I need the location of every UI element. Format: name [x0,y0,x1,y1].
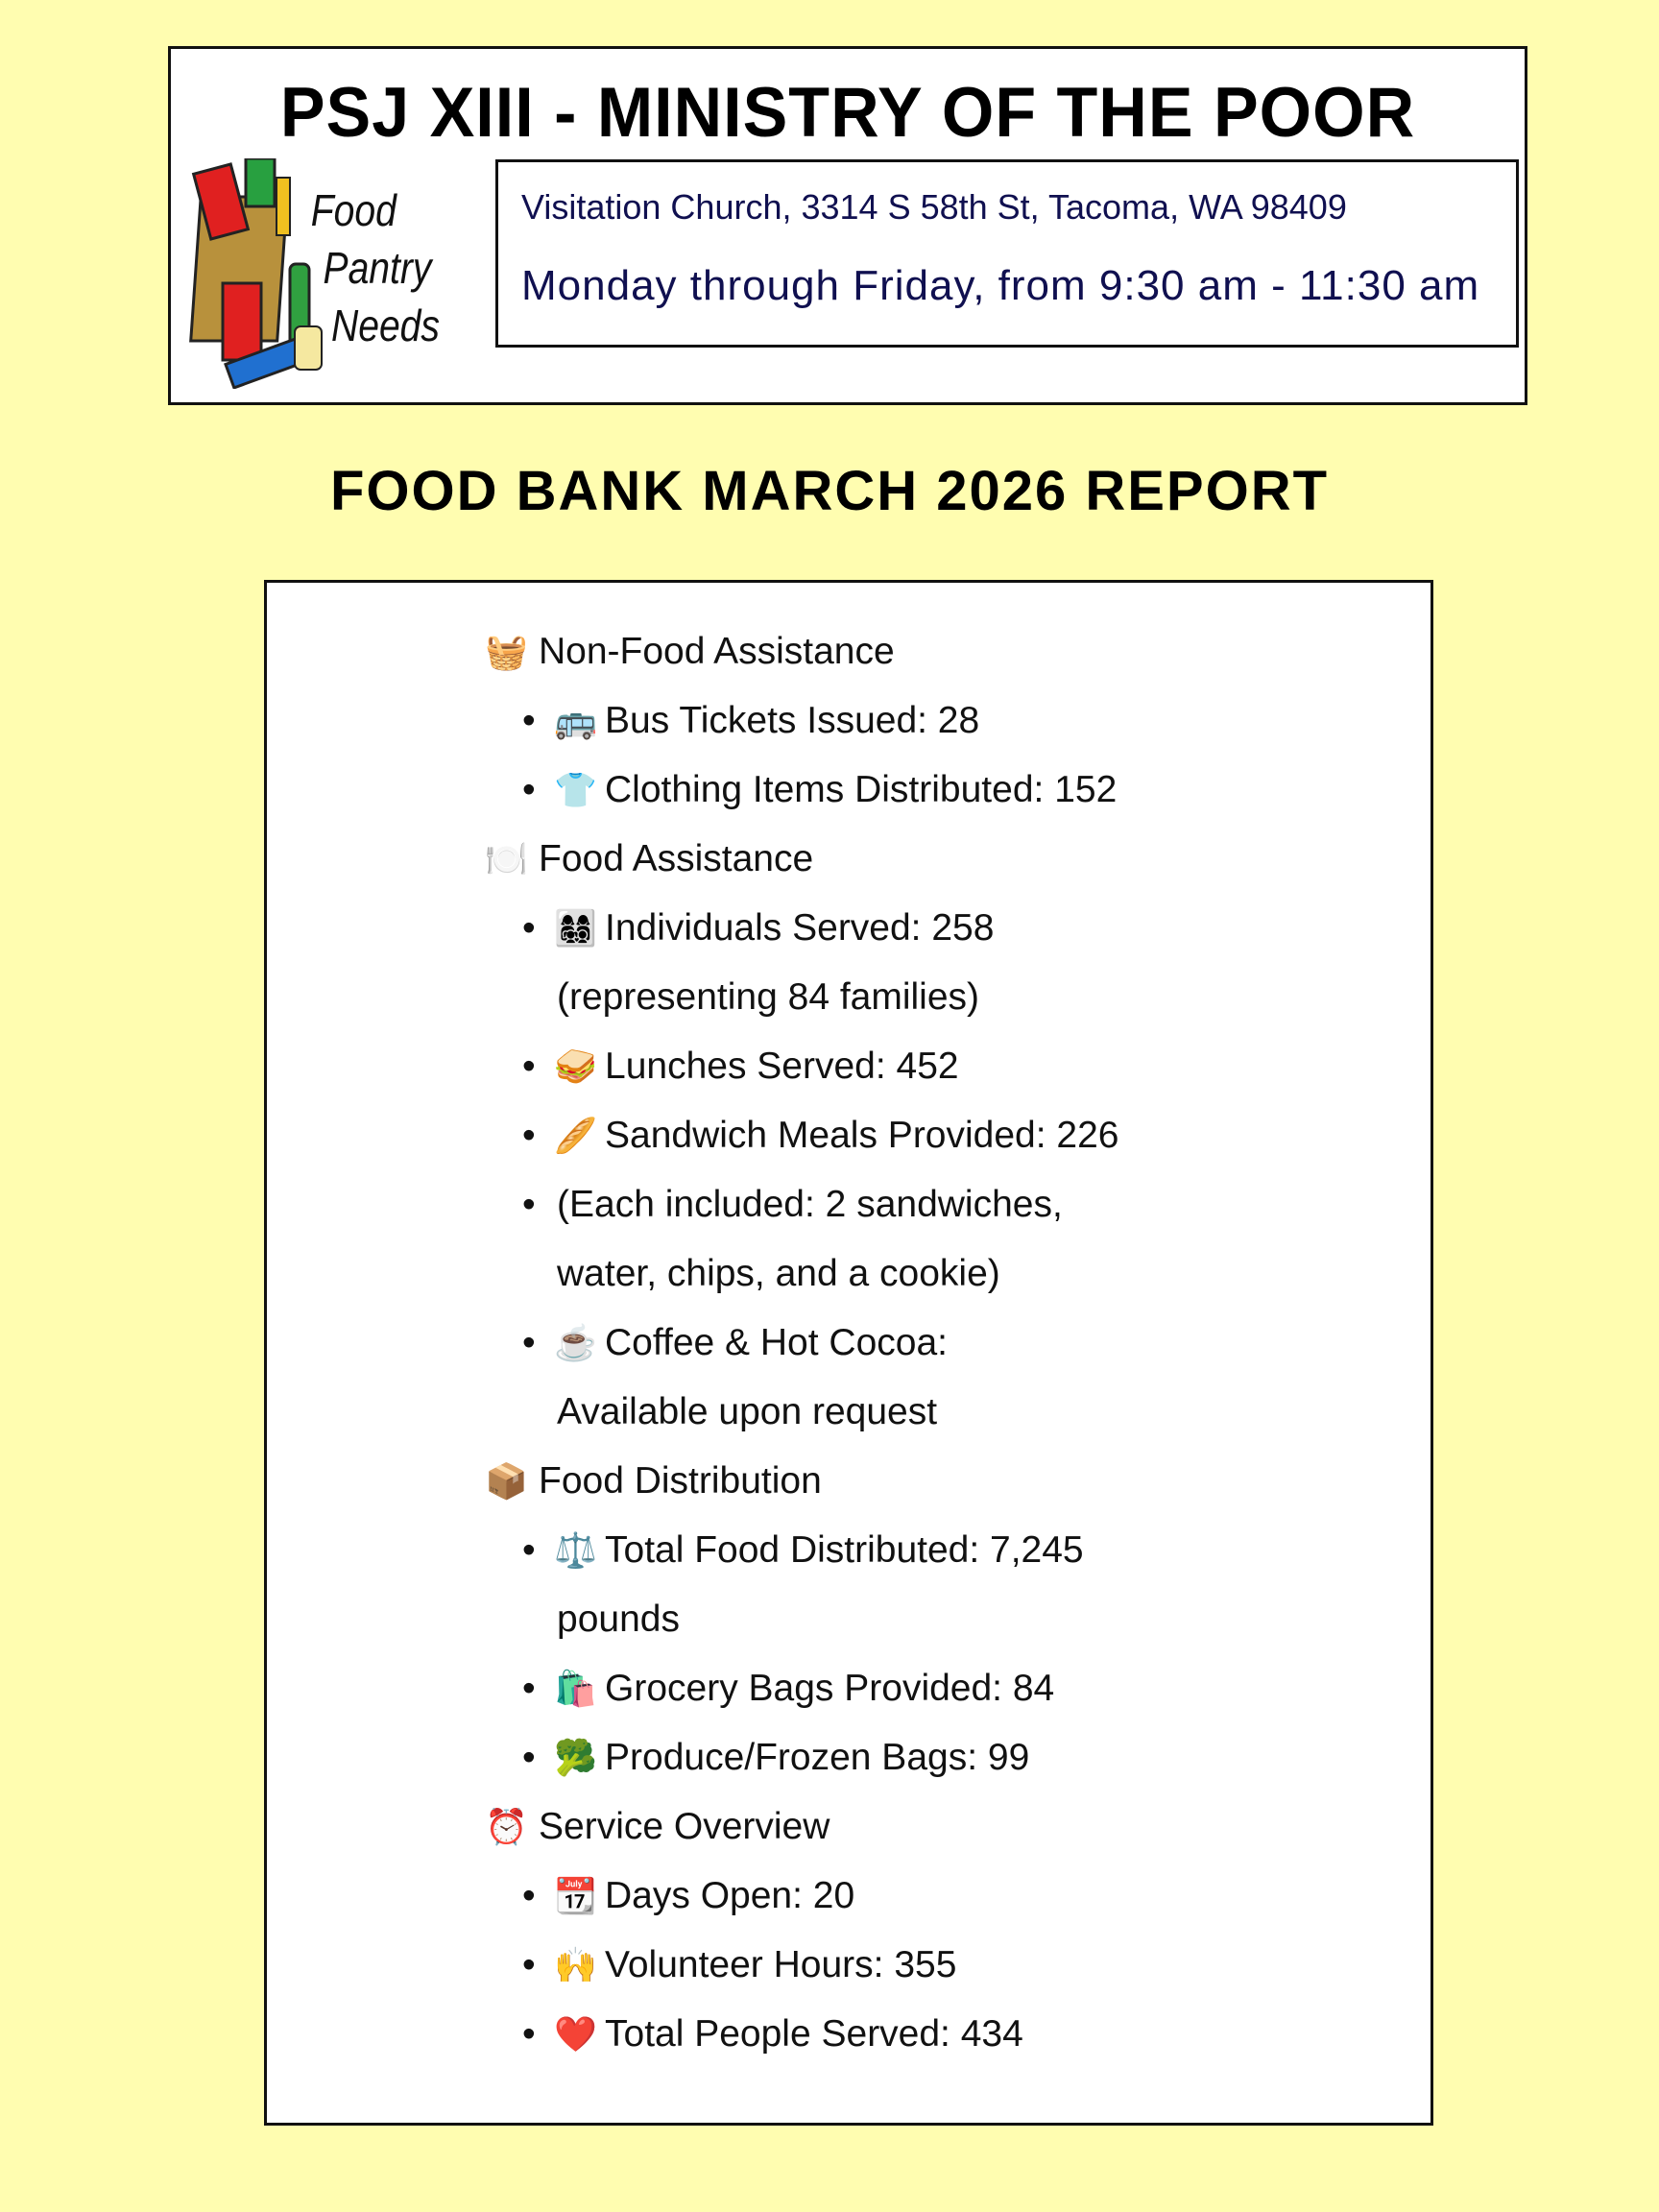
list-item: • (Each included: 2 sandwiches, [267,1170,1431,1239]
bullet: • [522,1875,536,1916]
svg-text:Pantry: Pantry [324,244,434,294]
list-item: • 🥪 Lunches Served: 452 [267,1032,1431,1101]
line-text: (Each included: 2 sandwiches, [557,1184,1063,1225]
plate-cutlery-icon: 🍽️ [485,839,528,878]
page-title: PSJ XIII - MINISTRY OF THE POOR [279,73,1416,152]
line-text: (representing 84 families) [557,976,980,1018]
bullet: • [522,2013,536,2055]
bullet: • [522,1944,536,1985]
svg-text:Food: Food [311,186,397,236]
list-item: • 🥦 Produce/Frozen Bags: 99 [267,1723,1431,1792]
list-item: • ☕ Coffee & Hot Cocoa: [267,1309,1431,1378]
hours-text: Monday through Friday, from 9:30 am - 11… [521,262,1480,309]
calendar-icon: 📆 [554,1876,597,1915]
list-item: • 🙌 Volunteer Hours: 355 [267,1931,1431,2000]
list-item: • 👩‍👩‍👧‍👦 Individuals Served: 258 [267,894,1431,963]
bullet: • [522,1322,536,1363]
line-text: Bus Tickets Issued: 28 [605,700,980,741]
scale-icon: ⚖️ [554,1530,597,1570]
line-text: Non-Food Assistance [539,631,895,672]
line-text: Volunteer Hours: 355 [605,1944,957,1985]
basket-icon: 🧺 [485,632,528,671]
sandwich-icon: 🥪 [554,1046,597,1086]
line-text: Available upon request [557,1391,938,1432]
section-heading: 🍽️ Food Assistance [267,825,1431,894]
list-item-continuation: water, chips, and a cookie) [267,1239,1431,1309]
list-item: • 🥖 Sandwich Meals Provided: 226 [267,1101,1431,1170]
line-text: pounds [557,1599,680,1640]
line-text: Food Assistance [539,838,814,879]
line-text: Food Distribution [539,1460,822,1502]
line-text: Coffee & Hot Cocoa: [605,1322,948,1363]
bullet: • [522,1046,536,1087]
family-icon: 👩‍👩‍👧‍👦 [554,908,597,948]
bullet: • [522,700,536,741]
list-item: • ⚖️ Total Food Distributed: 7,245 [267,1516,1431,1585]
bullet: • [522,907,536,949]
line-text: Lunches Served: 452 [605,1046,959,1087]
hot-beverage-icon: ☕ [554,1323,597,1362]
shopping-bags-icon: 🛍️ [554,1669,597,1708]
list-item-continuation: pounds [267,1585,1431,1654]
line-text: Days Open: 20 [605,1875,855,1916]
line-text: Produce/Frozen Bags: 99 [605,1737,1030,1778]
address-text: Visitation Church, 3314 S 58th St, Tacom… [521,187,1347,227]
section-heading: 🧺 Non-Food Assistance [267,617,1431,686]
section-heading: 📦 Food Distribution [267,1447,1431,1516]
section-heading: ⏰ Service Overview [267,1792,1431,1862]
location-hours-box: Visitation Church, 3314 S 58th St, Tacom… [495,159,1519,348]
list-item: • 🛍️ Grocery Bags Provided: 84 [267,1654,1431,1723]
report-title: FOOD BANK MARCH 2026 REPORT [329,460,1330,522]
list-item: • 🚌 Bus Tickets Issued: 28 [267,686,1431,756]
line-text: Sandwich Meals Provided: 226 [605,1115,1119,1156]
bullet: • [522,1184,536,1225]
bus-icon: 🚌 [554,701,597,740]
bullet: • [522,769,536,810]
bullet: • [522,1529,536,1571]
line-text: Service Overview [539,1806,830,1847]
list-item: • 📆 Days Open: 20 [267,1862,1431,1931]
line-text: Grocery Bags Provided: 84 [605,1668,1055,1709]
line-text: Total People Served: 434 [605,2013,1023,2055]
header-box: PSJ XIII - MINISTRY OF THE POOR Food Pan… [168,46,1527,405]
bullet: • [522,1737,536,1778]
line-text: Individuals Served: 258 [605,907,995,949]
report-list: 🧺 Non-Food Assistance • 🚌 Bus Tickets Issued… [267,617,1431,2069]
report-content-box: 🧺 Non-Food Assistance • 🚌 Bus Tickets Issued… [264,580,1433,2126]
tshirt-icon: 👕 [554,770,597,809]
list-item-continuation: (representing 84 families) [267,963,1431,1032]
line-text: water, chips, and a cookie) [557,1253,1000,1294]
heart-icon: ❤️ [554,2014,597,2054]
list-item-continuation: Available upon request [267,1378,1431,1447]
svg-text:Needs: Needs [331,301,440,351]
food-pantry-logo: Food Pantry Needs [189,158,440,389]
list-item: • 👕 Clothing Items Distributed: 152 [267,756,1431,825]
bullet: • [522,1668,536,1709]
raised-hands-icon: 🙌 [554,1945,597,1984]
baguette-icon: 🥖 [554,1116,597,1155]
broccoli-icon: 🥦 [554,1738,597,1777]
list-item: • ❤️ Total People Served: 434 [267,2000,1431,2069]
package-icon: 📦 [485,1461,528,1501]
alarm-clock-icon: ⏰ [485,1807,528,1846]
bullet: • [522,1115,536,1156]
line-text: Clothing Items Distributed: 152 [605,769,1118,810]
line-text: Total Food Distributed: 7,245 [605,1529,1084,1571]
